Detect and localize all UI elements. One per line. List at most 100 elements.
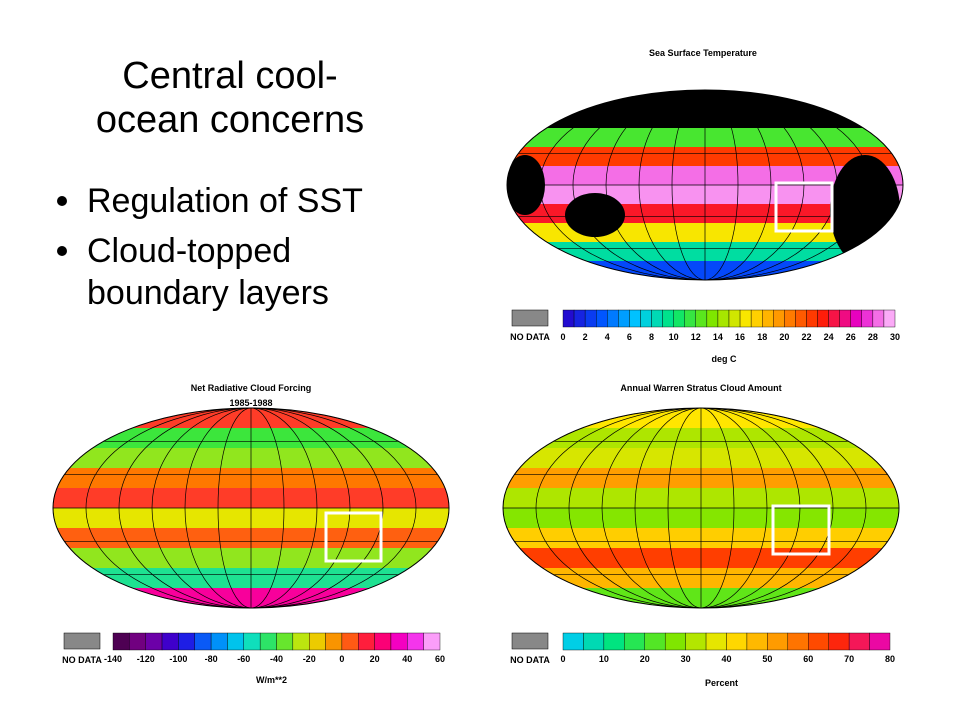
meridian <box>184 408 318 608</box>
colorbar-swatch <box>243 632 261 651</box>
meridian <box>638 90 772 280</box>
colorbar-swatch <box>390 632 408 651</box>
colorbar-tick-label: 4 <box>605 332 610 342</box>
no-data-label: NO DATA <box>510 655 550 665</box>
no-data-swatch <box>511 309 549 327</box>
colorbar-swatch <box>817 309 829 328</box>
colorbar-tick-label: -40 <box>270 654 283 664</box>
slide-title: Central cool- <box>122 55 337 97</box>
colorbar-swatch <box>584 309 597 328</box>
colorbar-unit: W/m**2 <box>256 675 287 685</box>
meridian <box>535 408 867 608</box>
no-data-label: NO DATA <box>510 332 550 342</box>
colorbar-tick-label: -140 <box>104 654 122 664</box>
colorbar-swatch <box>684 309 697 328</box>
colorbar-unit: deg C <box>711 354 737 364</box>
meridian <box>217 408 285 608</box>
colorbar-tick-label: 40 <box>402 654 412 664</box>
colorbar-tick-label: 60 <box>803 654 813 664</box>
colorbar-swatch <box>644 632 666 651</box>
meridian <box>671 90 739 280</box>
colorbar-swatch <box>145 632 163 651</box>
colorbar-swatch <box>883 309 896 328</box>
colorbar-swatch <box>828 632 850 651</box>
colorbar-swatch <box>787 632 809 651</box>
colorbar-swatch <box>129 632 146 651</box>
colorbar-swatch <box>705 632 727 651</box>
colorbar-tick-label: 2 <box>583 332 588 342</box>
bullet-dot <box>57 246 67 256</box>
colorbar-swatch <box>325 632 343 651</box>
slide-title: ocean concerns <box>96 99 364 141</box>
colorbar-swatch <box>583 632 605 651</box>
colorbar-swatch <box>850 309 863 328</box>
colorbar-swatch <box>276 632 294 651</box>
colorbar-tick-label: -60 <box>237 654 250 664</box>
colorbar-swatch <box>762 309 774 328</box>
meridian <box>118 408 384 608</box>
colorbar-tick-label: 18 <box>757 332 767 342</box>
colorbar-swatch <box>664 632 686 651</box>
colorbar-swatch <box>806 309 818 328</box>
colorbar-tick-label: 60 <box>435 654 445 664</box>
region-box <box>774 181 834 233</box>
colorbar-tick-label: 26 <box>846 332 856 342</box>
map-outline <box>52 407 450 609</box>
map-title: Net Radiative Cloud Forcing <box>191 383 312 393</box>
colorbar-swatch <box>112 632 130 651</box>
colorbar-swatch <box>292 632 310 651</box>
colorbar-swatch <box>746 632 768 651</box>
colorbar-tick-label: 20 <box>640 654 650 664</box>
colorbar-swatch <box>407 632 424 651</box>
no-data-swatch <box>63 632 101 650</box>
region-box <box>324 511 383 563</box>
colorbar-tick-label: 8 <box>649 332 654 342</box>
colorbar-swatch <box>618 309 630 328</box>
colorbar-swatch <box>767 632 789 651</box>
colorbar-tick-label: 0 <box>560 332 565 342</box>
colorbar-tick-label: 10 <box>669 332 679 342</box>
colorbar-tick-label: 0 <box>339 654 344 664</box>
colorbar-swatch <box>685 632 707 651</box>
colorbar-tick-label: 50 <box>762 654 772 664</box>
colorbar-tick-label: -80 <box>205 654 218 664</box>
colorbar-tick-label: 10 <box>599 654 609 664</box>
region-box <box>771 504 831 556</box>
colorbar-swatch <box>374 632 392 651</box>
colorbar-swatch <box>596 309 608 328</box>
colorbar-swatch <box>739 309 752 328</box>
meridian <box>634 408 768 608</box>
colorbar-swatch <box>309 632 326 651</box>
colorbar-tick-label: 12 <box>691 332 701 342</box>
colorbar-swatch <box>358 632 375 651</box>
map-title: Annual Warren Stratus Cloud Amount <box>620 383 781 393</box>
no-data-label: NO DATA <box>62 655 102 665</box>
colorbar-swatch <box>259 632 277 651</box>
colorbar-tick-label: 22 <box>801 332 811 342</box>
colorbar-swatch <box>861 309 874 328</box>
map-title: Sea Surface Temperature <box>649 48 757 58</box>
meridian <box>605 90 805 280</box>
map <box>53 408 449 608</box>
colorbar-swatch <box>795 309 807 328</box>
colorbar-swatch <box>178 632 195 651</box>
colorbar-tick-label: 30 <box>890 332 900 342</box>
colorbar-unit: Percent <box>705 678 738 688</box>
colorbar-swatch <box>194 632 212 651</box>
bullet-dot <box>57 196 67 206</box>
map <box>503 408 899 608</box>
colorbar-swatch <box>695 309 708 328</box>
colorbar-swatch <box>773 309 785 328</box>
colorbar-swatch <box>629 309 641 328</box>
colorbar-swatch <box>869 632 891 651</box>
bullet-text: Cloud-topped <box>87 232 291 270</box>
land <box>565 193 625 237</box>
meridian <box>151 408 351 608</box>
colorbar-tick-label: 0 <box>560 654 565 664</box>
colorbar-swatch <box>706 309 719 328</box>
colorbar-swatch <box>227 632 244 651</box>
colorbar-swatch <box>750 309 763 328</box>
colorbar-swatch <box>562 632 584 651</box>
colorbar-swatch <box>423 632 441 651</box>
